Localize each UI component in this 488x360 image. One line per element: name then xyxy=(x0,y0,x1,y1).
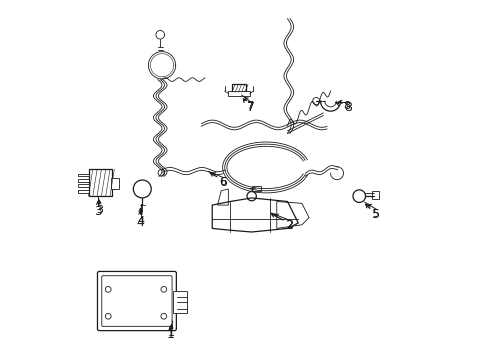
Bar xyxy=(78,184,88,187)
Circle shape xyxy=(158,170,164,176)
Bar xyxy=(172,291,187,313)
Text: 5: 5 xyxy=(372,208,380,221)
Text: 4: 4 xyxy=(137,216,144,226)
Bar xyxy=(78,190,88,193)
Bar xyxy=(78,179,88,182)
Text: 6: 6 xyxy=(219,176,226,189)
Circle shape xyxy=(133,180,151,198)
Bar xyxy=(371,191,378,199)
Bar xyxy=(111,178,119,189)
Text: 1: 1 xyxy=(167,328,175,341)
Text: 7: 7 xyxy=(246,101,254,114)
Text: 2: 2 xyxy=(285,219,293,232)
Bar xyxy=(251,186,260,191)
Bar xyxy=(88,169,112,196)
Text: 1: 1 xyxy=(167,328,174,338)
Text: 5: 5 xyxy=(371,209,378,219)
Text: 4: 4 xyxy=(136,216,144,229)
Bar xyxy=(228,91,249,96)
Text: 7: 7 xyxy=(246,102,253,112)
Text: 6: 6 xyxy=(219,177,226,187)
Text: 2: 2 xyxy=(285,220,292,230)
Circle shape xyxy=(312,98,319,105)
Bar xyxy=(78,174,88,176)
Bar xyxy=(231,84,246,92)
Text: 8: 8 xyxy=(343,101,351,114)
Text: 3: 3 xyxy=(96,206,102,216)
Text: 3: 3 xyxy=(94,205,102,218)
Text: 8: 8 xyxy=(343,102,349,112)
